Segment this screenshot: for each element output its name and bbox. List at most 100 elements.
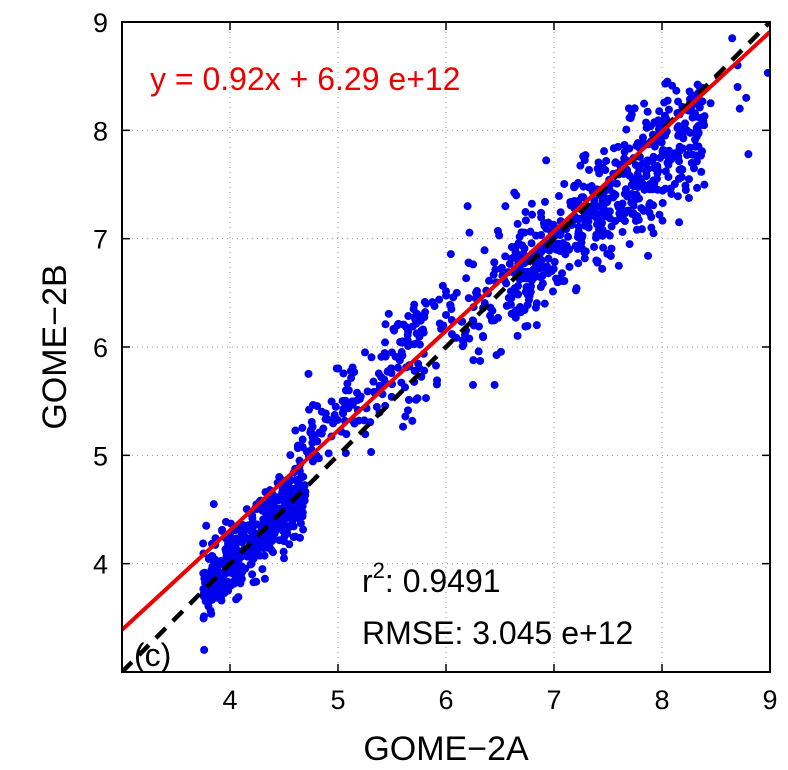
data-point xyxy=(674,131,683,140)
data-point xyxy=(685,143,694,152)
data-point xyxy=(627,110,636,119)
data-point xyxy=(588,206,597,215)
panel-label: (c) xyxy=(134,637,171,673)
data-point xyxy=(502,279,511,288)
data-point xyxy=(649,152,658,161)
data-point xyxy=(279,547,288,556)
data-point xyxy=(308,457,317,466)
data-point xyxy=(479,333,488,342)
data-point xyxy=(642,123,651,132)
data-point xyxy=(566,201,575,210)
data-point xyxy=(299,525,308,534)
data-point xyxy=(576,161,585,170)
data-point xyxy=(280,554,288,563)
data-point xyxy=(540,221,549,230)
data-point xyxy=(681,181,690,190)
data-point xyxy=(224,568,233,577)
data-point xyxy=(452,288,461,297)
data-point xyxy=(347,374,356,383)
data-point xyxy=(554,192,563,201)
data-point xyxy=(685,175,693,184)
data-point xyxy=(600,147,609,156)
data-point xyxy=(564,232,573,241)
data-point xyxy=(292,475,301,484)
data-point xyxy=(670,180,679,189)
data-point xyxy=(355,394,364,403)
data-point xyxy=(490,258,499,267)
data-point xyxy=(387,348,396,357)
data-point xyxy=(637,225,646,234)
data-point xyxy=(686,128,695,137)
data-point xyxy=(485,276,494,285)
data-point xyxy=(545,246,554,255)
data-point xyxy=(634,182,643,191)
data-point xyxy=(580,254,589,263)
data-point xyxy=(403,336,412,345)
data-point xyxy=(339,369,348,378)
data-point xyxy=(401,383,410,392)
data-point xyxy=(203,575,212,584)
data-point xyxy=(694,129,703,138)
r-squared-value: : 0.9491 xyxy=(385,563,501,599)
data-point xyxy=(528,210,537,219)
data-point xyxy=(622,125,631,134)
data-point xyxy=(516,308,525,317)
data-point xyxy=(696,151,705,160)
data-point xyxy=(207,566,216,575)
data-point xyxy=(281,522,290,531)
data-point xyxy=(439,321,448,330)
data-point xyxy=(289,533,298,542)
data-point xyxy=(291,426,300,435)
data-point xyxy=(635,165,644,174)
y-tick-label: 6 xyxy=(93,333,108,363)
data-point xyxy=(409,305,418,314)
data-point xyxy=(491,265,500,274)
data-point xyxy=(220,589,229,598)
data-point xyxy=(346,367,355,376)
data-point xyxy=(213,562,222,571)
data-point xyxy=(615,214,624,223)
data-point xyxy=(675,157,684,166)
data-point xyxy=(430,302,439,311)
data-point xyxy=(577,193,586,202)
identity-line xyxy=(122,22,770,672)
data-point xyxy=(609,144,618,153)
data-point xyxy=(580,221,589,230)
data-point xyxy=(700,180,709,189)
data-point xyxy=(408,416,417,425)
data-point xyxy=(655,107,664,116)
data-point xyxy=(403,406,412,415)
data-point xyxy=(422,299,431,308)
data-point xyxy=(413,394,422,403)
y-tick-label: 7 xyxy=(93,225,108,255)
data-point xyxy=(524,296,533,305)
x-tick-label: 4 xyxy=(222,685,237,715)
data-point xyxy=(464,294,473,303)
data-point xyxy=(635,194,644,203)
data-point xyxy=(258,565,267,574)
data-point xyxy=(416,316,425,325)
data-point xyxy=(692,157,701,166)
data-point xyxy=(317,407,326,416)
data-point xyxy=(296,501,305,510)
data-point xyxy=(590,242,599,251)
data-point xyxy=(402,323,411,332)
data-point xyxy=(204,598,213,607)
data-point xyxy=(728,34,737,43)
data-point xyxy=(432,361,441,370)
data-point xyxy=(661,184,670,193)
data-point xyxy=(695,103,704,112)
data-point xyxy=(410,366,419,375)
data-point xyxy=(623,190,632,199)
data-point xyxy=(265,496,274,505)
data-point xyxy=(289,522,298,531)
data-point xyxy=(565,262,574,271)
fit-equation: y = 0.92x + 6.29 e+12 xyxy=(150,61,460,97)
data-point xyxy=(598,264,607,273)
data-point xyxy=(395,356,404,365)
data-point xyxy=(369,377,378,386)
data-point xyxy=(681,119,690,128)
data-point xyxy=(593,164,602,173)
data-point xyxy=(684,193,693,202)
